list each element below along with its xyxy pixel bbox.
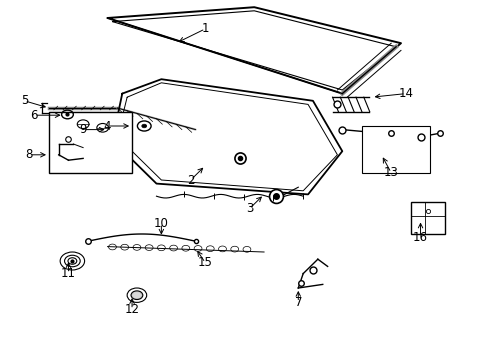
Text: 5: 5 — [20, 94, 28, 107]
Text: 12: 12 — [124, 303, 139, 316]
Text: 15: 15 — [198, 256, 212, 269]
Text: 10: 10 — [154, 217, 168, 230]
Circle shape — [142, 124, 146, 128]
Text: 9: 9 — [79, 123, 87, 136]
Text: 1: 1 — [201, 22, 209, 35]
Text: 8: 8 — [25, 148, 33, 161]
Bar — [361, 126, 429, 173]
Text: 2: 2 — [186, 174, 194, 186]
Text: 11: 11 — [61, 267, 76, 280]
Text: 16: 16 — [412, 231, 427, 244]
Bar — [410, 202, 444, 234]
Bar — [49, 112, 132, 173]
Polygon shape — [131, 292, 142, 299]
Text: 6: 6 — [30, 109, 38, 122]
Text: 13: 13 — [383, 166, 398, 179]
Text: 4: 4 — [103, 120, 111, 132]
Text: 14: 14 — [398, 87, 412, 100]
Text: 7: 7 — [294, 296, 302, 309]
Text: 3: 3 — [245, 202, 253, 215]
